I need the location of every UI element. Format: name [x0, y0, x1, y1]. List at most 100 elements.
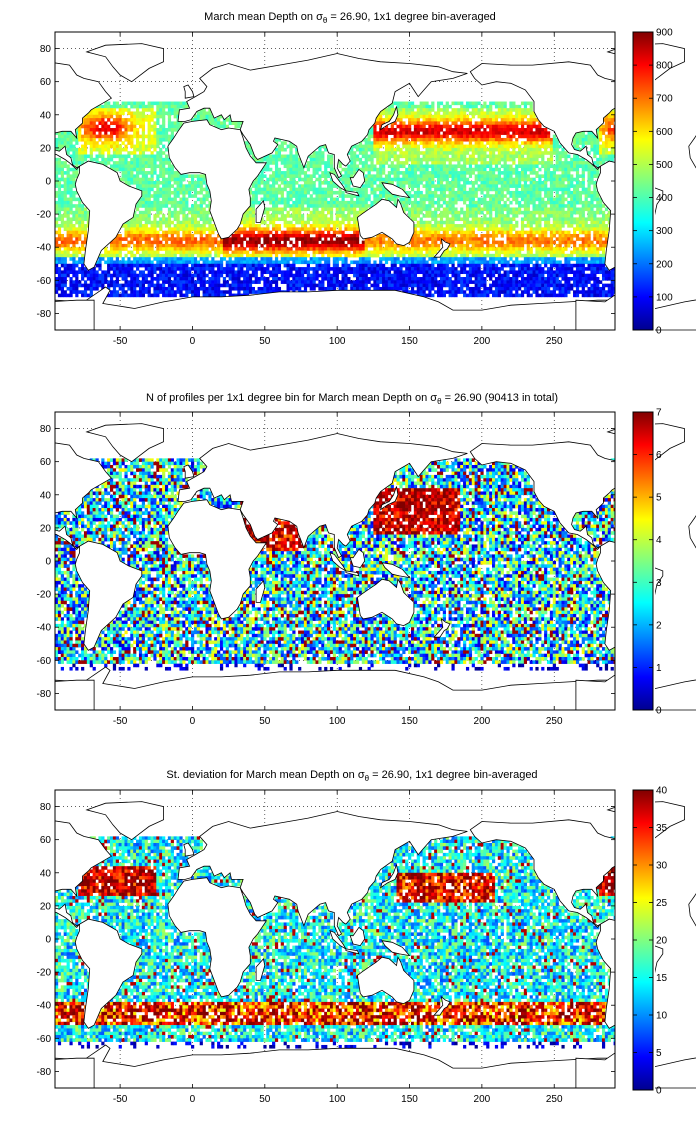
- data-cell: [107, 147, 111, 152]
- data-cell: [156, 131, 160, 135]
- data-cell: [425, 187, 429, 192]
- data-cell: [520, 157, 525, 162]
- data-cell: [494, 227, 499, 231]
- data-cell: [483, 171, 487, 175]
- data-cell: [529, 151, 533, 155]
- data-cell: [538, 184, 542, 188]
- data-cell: [448, 184, 452, 188]
- data-cell: [269, 154, 273, 159]
- data-cell: [425, 204, 429, 208]
- data-cell: [518, 210, 522, 215]
- data-cell: [185, 214, 189, 218]
- data-cell: [428, 154, 432, 159]
- data-cell: [141, 164, 146, 169]
- data-cell: [425, 101, 429, 106]
- data-cell: [205, 214, 209, 218]
- data-cell: [448, 171, 452, 175]
- data-cell: [422, 177, 426, 182]
- data-cell: [341, 194, 345, 198]
- data-cell: [127, 141, 131, 145]
- data-cell: [518, 171, 522, 175]
- data-cell: [408, 174, 412, 178]
- data-cell: [477, 174, 481, 178]
- data-cell: [535, 194, 539, 198]
- data-cell: [497, 210, 501, 215]
- data-cell: [489, 101, 493, 106]
- data-cell: [439, 187, 444, 192]
- data-cell: [109, 164, 114, 169]
- data-cell: [399, 101, 403, 106]
- data-cell: [422, 237, 426, 241]
- data-cell: [546, 134, 551, 139]
- data-cell: [480, 154, 484, 159]
- data-cell: [410, 210, 415, 215]
- data-cell: [115, 164, 119, 169]
- data-cell: [295, 240, 299, 245]
- data-cell: [419, 104, 423, 109]
- data-cell: [486, 111, 490, 116]
- data-cell: [546, 164, 551, 169]
- data-cell: [593, 190, 597, 195]
- data-cell: [246, 217, 250, 222]
- data-cell: [494, 214, 499, 218]
- data-cell: [497, 111, 501, 116]
- data-cell: [341, 207, 345, 212]
- data-cell: [555, 214, 559, 218]
- data-cell: [439, 181, 444, 185]
- data-cell: [546, 220, 551, 225]
- data-cell: [549, 157, 554, 162]
- data-cell: [55, 230, 59, 235]
- data-cell: [486, 124, 490, 129]
- data-cell: [72, 151, 76, 155]
- data-cell: [147, 184, 151, 188]
- data-cell: [538, 217, 542, 222]
- data-cell: [431, 101, 435, 106]
- data-cell: [434, 230, 438, 235]
- data-cell: [387, 131, 392, 135]
- data-cell: [329, 197, 334, 202]
- data-cell: [587, 200, 591, 205]
- data-cell: [167, 194, 172, 198]
- data-cell: [515, 200, 519, 205]
- data-cell: [384, 161, 389, 165]
- data-cell: [185, 197, 189, 202]
- data-cell: [384, 174, 389, 178]
- data-cell: [208, 114, 212, 119]
- data-cell: [136, 233, 140, 238]
- data-cell: [416, 174, 420, 178]
- data-cell: [353, 151, 357, 155]
- data-cell: [503, 207, 507, 212]
- data-cell: [503, 147, 507, 152]
- data-cell: [136, 108, 140, 112]
- data-cell: [147, 190, 151, 195]
- data-cell: [422, 121, 426, 126]
- data-cell: [526, 177, 530, 182]
- data-cell: [419, 167, 423, 172]
- data-cell: [405, 177, 409, 182]
- data-cell: [69, 187, 73, 192]
- data-cell: [512, 227, 516, 231]
- data-cell: [384, 190, 389, 195]
- data-cell: [457, 114, 461, 119]
- data-cell: [260, 174, 264, 178]
- data-cell: [133, 237, 137, 241]
- data-cell: [448, 237, 452, 241]
- data-cell: [532, 167, 536, 172]
- data-cell: [321, 157, 325, 162]
- data-cell: [497, 151, 501, 155]
- data-cell: [289, 147, 293, 152]
- data-cell: [72, 184, 76, 188]
- data-cell: [185, 204, 189, 208]
- data-cell: [57, 197, 62, 202]
- data-cell: [463, 174, 467, 178]
- data-cell: [506, 190, 510, 195]
- data-cell: [520, 118, 525, 122]
- data-cell: [546, 131, 551, 135]
- data-cell: [500, 240, 504, 245]
- data-cell: [167, 164, 172, 169]
- data-cell: [144, 204, 148, 208]
- data-cell: [141, 167, 146, 172]
- data-cell: [465, 171, 470, 175]
- data-cell: [144, 207, 148, 212]
- data-cell: [286, 174, 290, 178]
